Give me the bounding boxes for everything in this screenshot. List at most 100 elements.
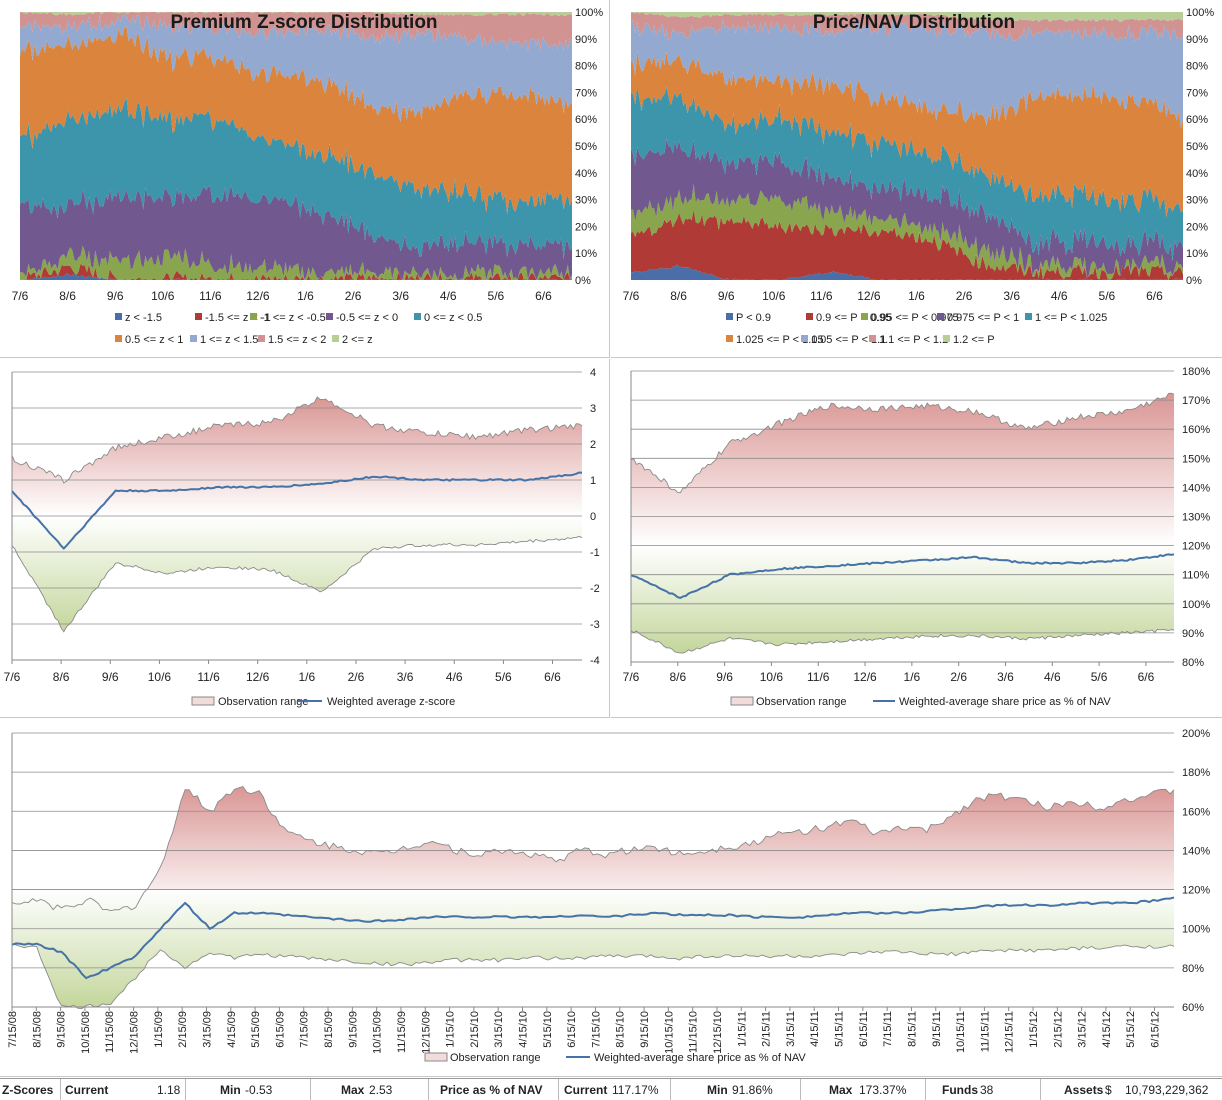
weighted-average-line bbox=[11, 471, 583, 550]
price-nav-label: Price as % of NAV bbox=[440, 1083, 543, 1097]
range-upper-fill bbox=[12, 397, 582, 516]
y-tick-label: -2 bbox=[590, 583, 600, 595]
dist-band-6 bbox=[631, 19, 1183, 129]
x-tick-label: 6/15/11 bbox=[858, 1011, 870, 1047]
legend-label: Observation range bbox=[450, 1052, 541, 1064]
y-tick-label: 100% bbox=[1186, 7, 1214, 19]
dist-band-4 bbox=[20, 97, 572, 260]
x-tick-label: 9/15/08 bbox=[56, 1011, 68, 1048]
x-tick-label: 4/6 bbox=[1044, 670, 1061, 684]
x-tick-label: 1/6 bbox=[297, 289, 314, 303]
x-tick-label: 12/6 bbox=[246, 289, 270, 303]
funds-value: 38 bbox=[980, 1083, 994, 1097]
y-tick-label: -4 bbox=[590, 655, 600, 667]
y-tick-label: 60% bbox=[1186, 114, 1208, 126]
legend-label: 0.9 <= P < 0.95 bbox=[816, 312, 891, 324]
x-tick-label: 9/15/09 bbox=[347, 1011, 359, 1048]
x-tick-label: 11/15/08 bbox=[104, 1011, 116, 1053]
dist-band-2 bbox=[631, 183, 1183, 280]
y-tick-label: 0% bbox=[1186, 275, 1202, 287]
x-tick-label: 2/15/12 bbox=[1052, 1011, 1064, 1048]
x-tick-label: 6/6 bbox=[544, 670, 561, 684]
x-tick-label: 6/15/12 bbox=[1150, 1011, 1162, 1048]
zscore-distribution-chart: Premium Z-score Distribution 0% 10% 20% 30% 4… bbox=[12, 7, 604, 346]
y-tick-label: 30% bbox=[575, 195, 597, 207]
dist-band-1 bbox=[20, 263, 572, 280]
x-tick-label: 3/15/11 bbox=[785, 1011, 797, 1047]
y-tick-label: 10% bbox=[575, 248, 597, 260]
y-tick-label: 0% bbox=[575, 275, 591, 287]
legend-label: 2 <= z bbox=[342, 334, 373, 346]
x-tick-label: 11/6 bbox=[197, 670, 220, 684]
x-tick-label: 3/6 bbox=[997, 670, 1014, 684]
zscores-label: Z-Scores bbox=[2, 1083, 54, 1097]
x-tick-label: 3/6 bbox=[1003, 289, 1020, 303]
x-tick-label: 10/15/08 bbox=[80, 1011, 92, 1054]
legend-label: z < -1.5 bbox=[125, 312, 162, 324]
legend-label: 0.95 <= P < 0.975 bbox=[871, 312, 959, 324]
x-tick-label: 6/6 bbox=[1146, 289, 1163, 303]
x-tick-label: 5/15/10 bbox=[542, 1011, 554, 1048]
zscore-min-label: Min bbox=[220, 1083, 241, 1097]
y-tick-label: 40% bbox=[1186, 168, 1208, 180]
range-upper-line bbox=[630, 392, 1175, 494]
x-tick-label: 7/15/08 bbox=[7, 1011, 19, 1048]
x-tick-label: 9/6 bbox=[102, 670, 119, 684]
x-tick-label: 3/15/12 bbox=[1077, 1011, 1089, 1048]
x-tick-label: 9/15/11 bbox=[931, 1011, 943, 1047]
chart-title: Price/NAV Distribution bbox=[813, 12, 1015, 33]
x-tick-label: 3/15/10 bbox=[493, 1011, 505, 1048]
y-tick-label: 70% bbox=[1186, 87, 1208, 99]
range-upper-fill bbox=[631, 393, 1174, 546]
zscore-range-panel: -4 -3 -2 -1 0 1 2 3 4 7/6 8/6 9/6 10/6 11/6 12/6 1/6 2/6… bbox=[0, 359, 610, 718]
y-tick-label: 60% bbox=[1182, 1002, 1204, 1014]
x-tick-label: 11/15/10 bbox=[688, 1011, 700, 1053]
range-lower-line bbox=[11, 535, 583, 633]
x-tick-label: 5/6 bbox=[1091, 670, 1108, 684]
dist-band-7 bbox=[631, 12, 1183, 42]
x-tick-label: 10/15/09 bbox=[372, 1011, 384, 1054]
x-tick-label: 5/15/11 bbox=[834, 1011, 846, 1047]
y-tick-label: 170% bbox=[1182, 395, 1210, 407]
x-tick-label: 12/6 bbox=[857, 289, 881, 303]
legend-swatch bbox=[190, 335, 197, 342]
weighted-average-line bbox=[630, 553, 1175, 599]
x-tick-label: 4/15/09 bbox=[226, 1011, 238, 1048]
dist-band-5 bbox=[20, 27, 572, 215]
legend-swatch bbox=[115, 313, 122, 320]
x-tick-label: 2/6 bbox=[950, 670, 967, 684]
legend-swatch bbox=[414, 313, 421, 320]
x-tick-label: 8/6 bbox=[53, 670, 70, 684]
x-tick-label: 7/6 bbox=[4, 670, 21, 684]
zscore-min-value: -0.53 bbox=[245, 1083, 273, 1097]
dist-band-2 bbox=[20, 245, 572, 280]
x-tick-label: 1/15/12 bbox=[1028, 1011, 1040, 1048]
y-tick-label: 150% bbox=[1182, 453, 1210, 465]
longterm-price-nav-chart: 60% 80% 100% 120% 140% 160% 180% 200% 7/15/08 8/1… bbox=[7, 728, 1210, 1064]
range-upper-fill bbox=[12, 786, 1174, 911]
dist-band-6 bbox=[20, 13, 572, 122]
x-tick-label: 2/15/10 bbox=[469, 1011, 481, 1048]
legend-swatch bbox=[1025, 313, 1032, 320]
legend-swatch-range bbox=[730, 696, 754, 706]
legend-label: Weighted average z-score bbox=[327, 696, 455, 708]
x-tick-label: 4/6 bbox=[446, 670, 463, 684]
x-tick-label: 11/15/09 bbox=[396, 1011, 408, 1053]
x-tick-label: 8/6 bbox=[670, 289, 687, 303]
x-tick-label: 6/6 bbox=[1138, 670, 1155, 684]
y-tick-label: 30% bbox=[1186, 195, 1208, 207]
y-tick-label: -3 bbox=[590, 619, 600, 631]
x-tick-label: 7/15/10 bbox=[590, 1011, 602, 1048]
zscore-distribution-panel: Premium Z-score Distribution 0% 10% 20% 30% 4… bbox=[0, 0, 610, 358]
legend-swatch bbox=[726, 313, 733, 320]
legend-swatch bbox=[115, 335, 122, 342]
range-upper-line bbox=[11, 785, 1175, 912]
price-max-label: Max bbox=[829, 1083, 853, 1097]
y-tick-label: 60% bbox=[575, 114, 597, 126]
weighted-average-line bbox=[11, 896, 1175, 980]
dist-band-7 bbox=[20, 12, 572, 51]
legend-swatch-range bbox=[191, 696, 215, 706]
y-tick-label: 70% bbox=[575, 87, 597, 99]
y-tick-label: 20% bbox=[1186, 221, 1208, 233]
y-tick-label: 160% bbox=[1182, 806, 1210, 818]
